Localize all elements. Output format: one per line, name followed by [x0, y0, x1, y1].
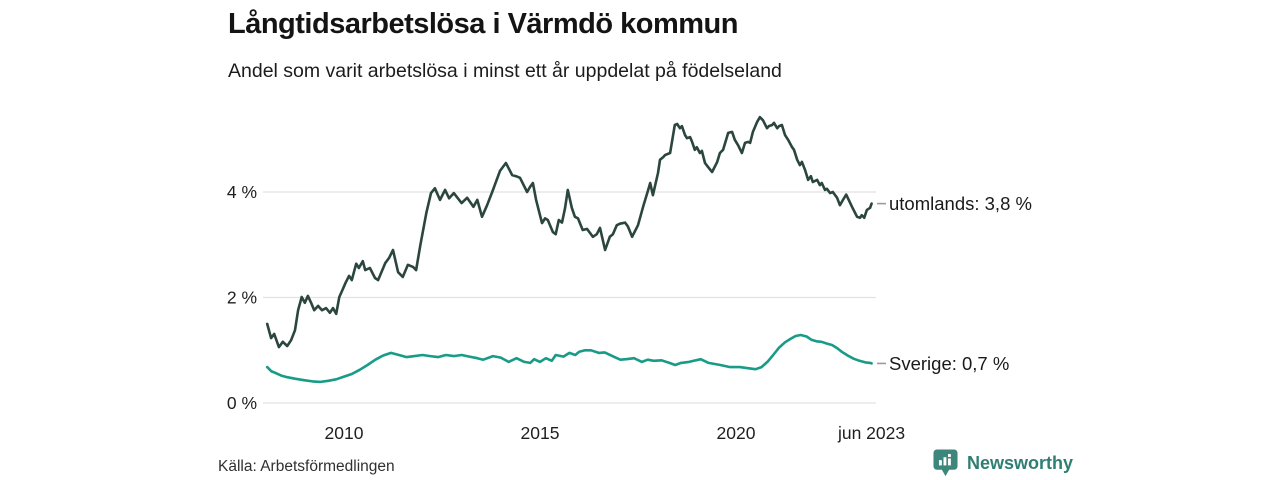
chart-title: Långtidsarbetslösa i Värmdö kommun: [228, 8, 738, 40]
newsworthy-logo: Newsworthy: [933, 449, 1073, 477]
y-tick-label: 2 %: [227, 288, 257, 308]
newsworthy-icon: [933, 449, 958, 477]
series-line-Sverige: [265, 333, 873, 384]
end-label-utomlands: utomlands: 3,8 %: [889, 193, 1032, 214]
x-tick-label: jun 2023: [837, 423, 905, 443]
source-note: Källa: Arbetsförmedlingen: [218, 458, 395, 475]
x-tick-label: 2010: [325, 423, 364, 443]
newsworthy-wordmark: Newsworthy: [967, 452, 1074, 473]
y-tick-label: 4 %: [227, 182, 257, 202]
y-tick-label: 0 %: [227, 393, 257, 413]
x-tick-label: 2020: [717, 423, 756, 443]
series-line-utomlands: [265, 115, 873, 349]
chart-subtitle: Andel som varit arbetslösa i minst ett å…: [228, 60, 782, 82]
x-tick-label: 2015: [521, 423, 560, 443]
end-label-Sverige: Sverige: 0,7 %: [889, 353, 1009, 374]
